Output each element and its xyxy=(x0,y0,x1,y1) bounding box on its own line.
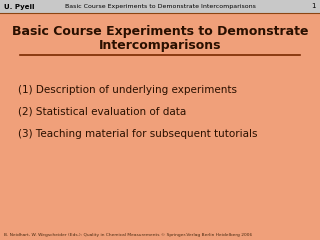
Text: U. Pyeil: U. Pyeil xyxy=(4,4,35,10)
Text: Basic Course Experiments to Demonstrate Intercomparisons: Basic Course Experiments to Demonstrate … xyxy=(65,4,255,9)
Text: B. Neidhart, W. Wegscheider (Eds.): Quality in Chemical Measurements © Springer-: B. Neidhart, W. Wegscheider (Eds.): Qual… xyxy=(4,233,252,237)
Text: (1) Description of underlying experiments: (1) Description of underlying experiment… xyxy=(18,85,237,95)
Text: 1: 1 xyxy=(311,4,316,10)
Text: (3) Teaching material for subsequent tutorials: (3) Teaching material for subsequent tut… xyxy=(18,129,258,139)
Text: Intercomparisons: Intercomparisons xyxy=(99,40,221,53)
Text: Basic Course Experiments to Demonstrate: Basic Course Experiments to Demonstrate xyxy=(12,25,308,38)
Bar xyxy=(0,0,320,13)
Text: (2) Statistical evaluation of data: (2) Statistical evaluation of data xyxy=(18,107,186,117)
